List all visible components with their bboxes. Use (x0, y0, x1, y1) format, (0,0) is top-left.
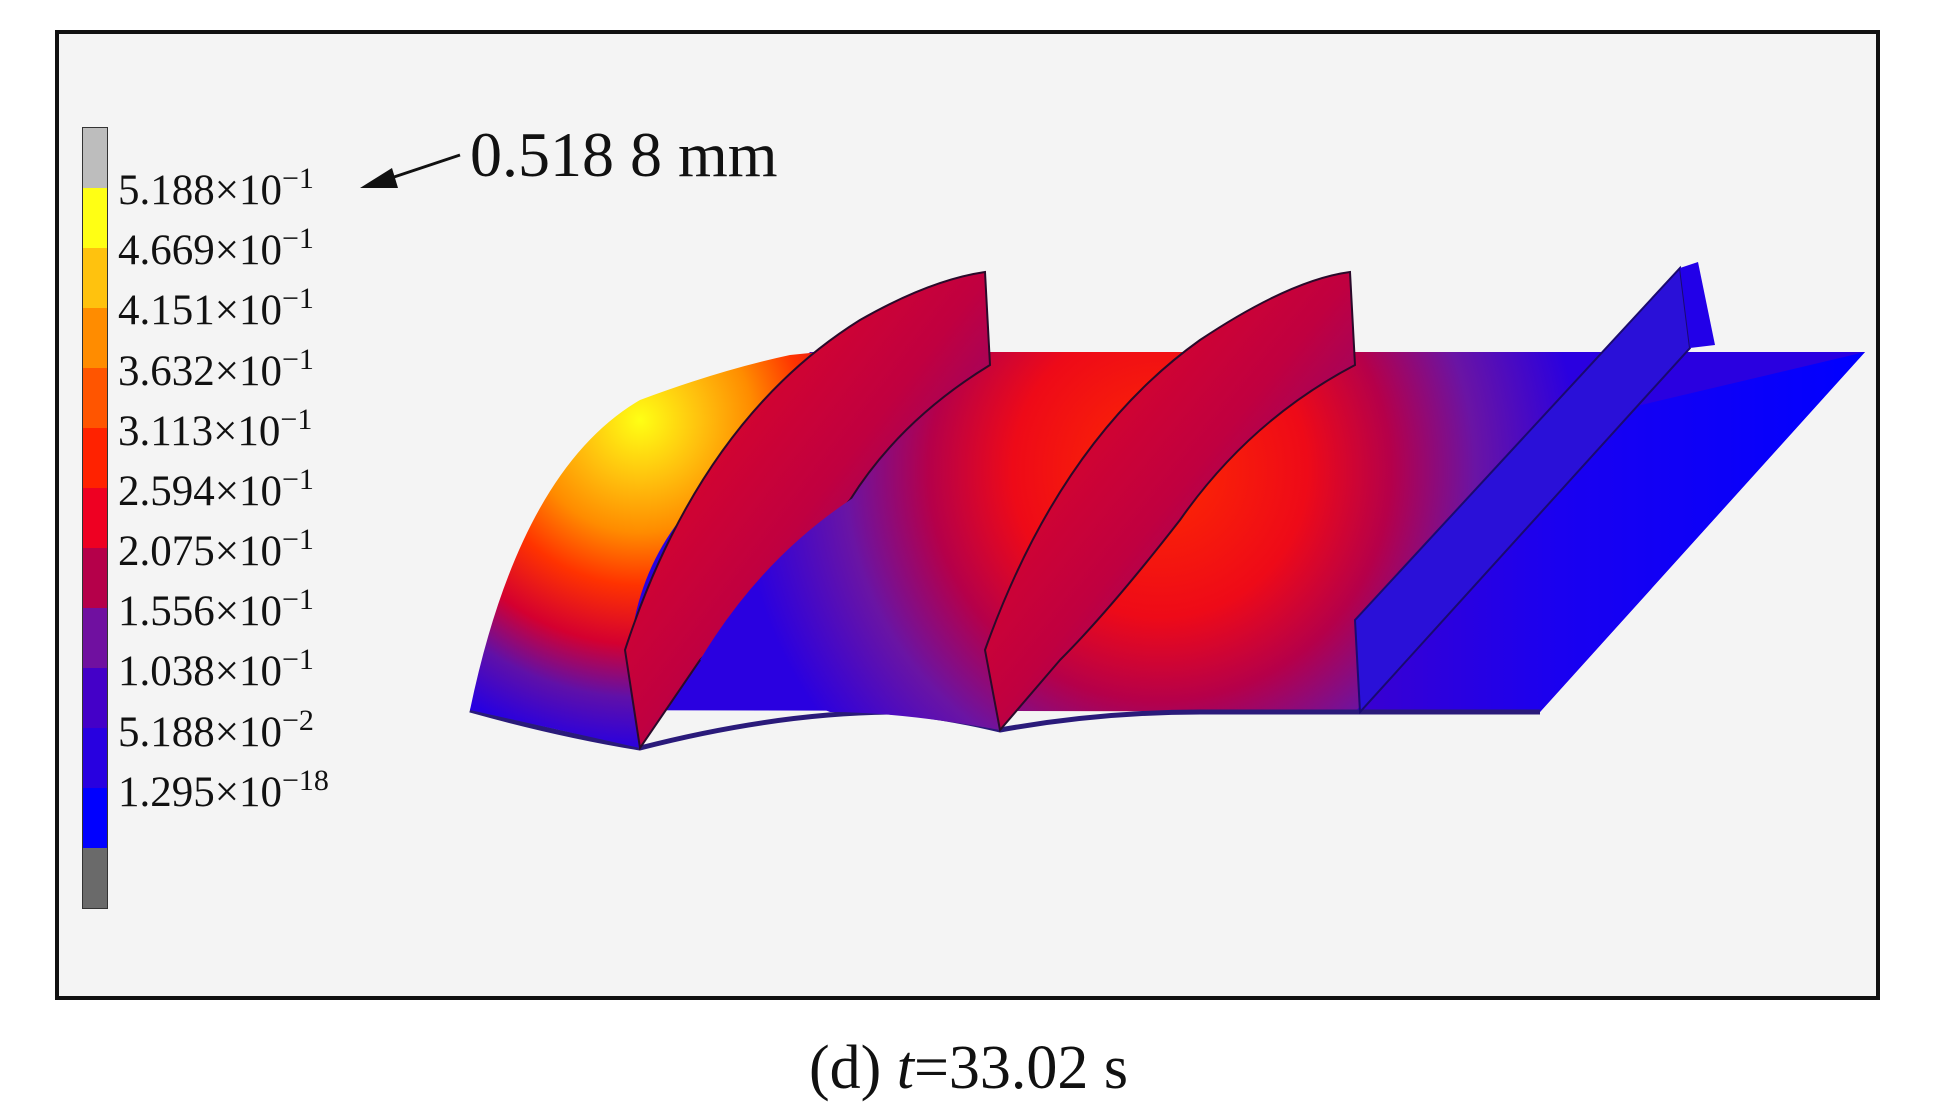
legend-label: 2.075×10−1 (118, 523, 314, 576)
color-legend-bar (82, 127, 108, 909)
legend-label: 3.113×10−1 (118, 402, 313, 455)
legend-color-segment (83, 248, 107, 308)
caption-value: =33.02 s (913, 1034, 1129, 1102)
legend-color-segment (83, 848, 107, 908)
legend-label: 1.038×10−1 (118, 643, 314, 696)
legend-color-segment (83, 788, 107, 848)
legend-label: 5.188×10−1 (118, 162, 314, 215)
fin-3-tip (1680, 262, 1715, 348)
legend-color-segment (83, 548, 107, 608)
caption-variable: t (896, 1034, 914, 1102)
legend-color-segment (83, 488, 107, 548)
legend-color-segment (83, 188, 107, 248)
legend-color-segment (83, 728, 107, 788)
fin-2 (983, 270, 1357, 733)
legend-color-segment (83, 668, 107, 728)
legend-label: 2.594×10−1 (118, 462, 314, 515)
legend-label: 5.188×10−2 (118, 703, 314, 756)
legend-color-segment (83, 608, 107, 668)
legend-color-segment (83, 368, 107, 428)
legend-color-segment (83, 428, 107, 488)
caption-prefix: (d) (808, 1034, 897, 1102)
legend-label: 4.151×10−1 (118, 282, 314, 335)
legend-label: 3.632×10−1 (118, 342, 314, 395)
callout-label: 0.518 8 mm (470, 119, 778, 190)
legend-color-segment (83, 128, 107, 188)
figure-caption: (d) t=33.02 s (0, 1033, 1937, 1104)
legend-color-segment (83, 308, 107, 368)
legend-label: 1.556×10−1 (118, 583, 314, 636)
legend-label: 1.295×10−18 (118, 763, 329, 816)
legend-label: 4.669×10−1 (118, 222, 314, 275)
base-plate-right (1355, 352, 1865, 712)
